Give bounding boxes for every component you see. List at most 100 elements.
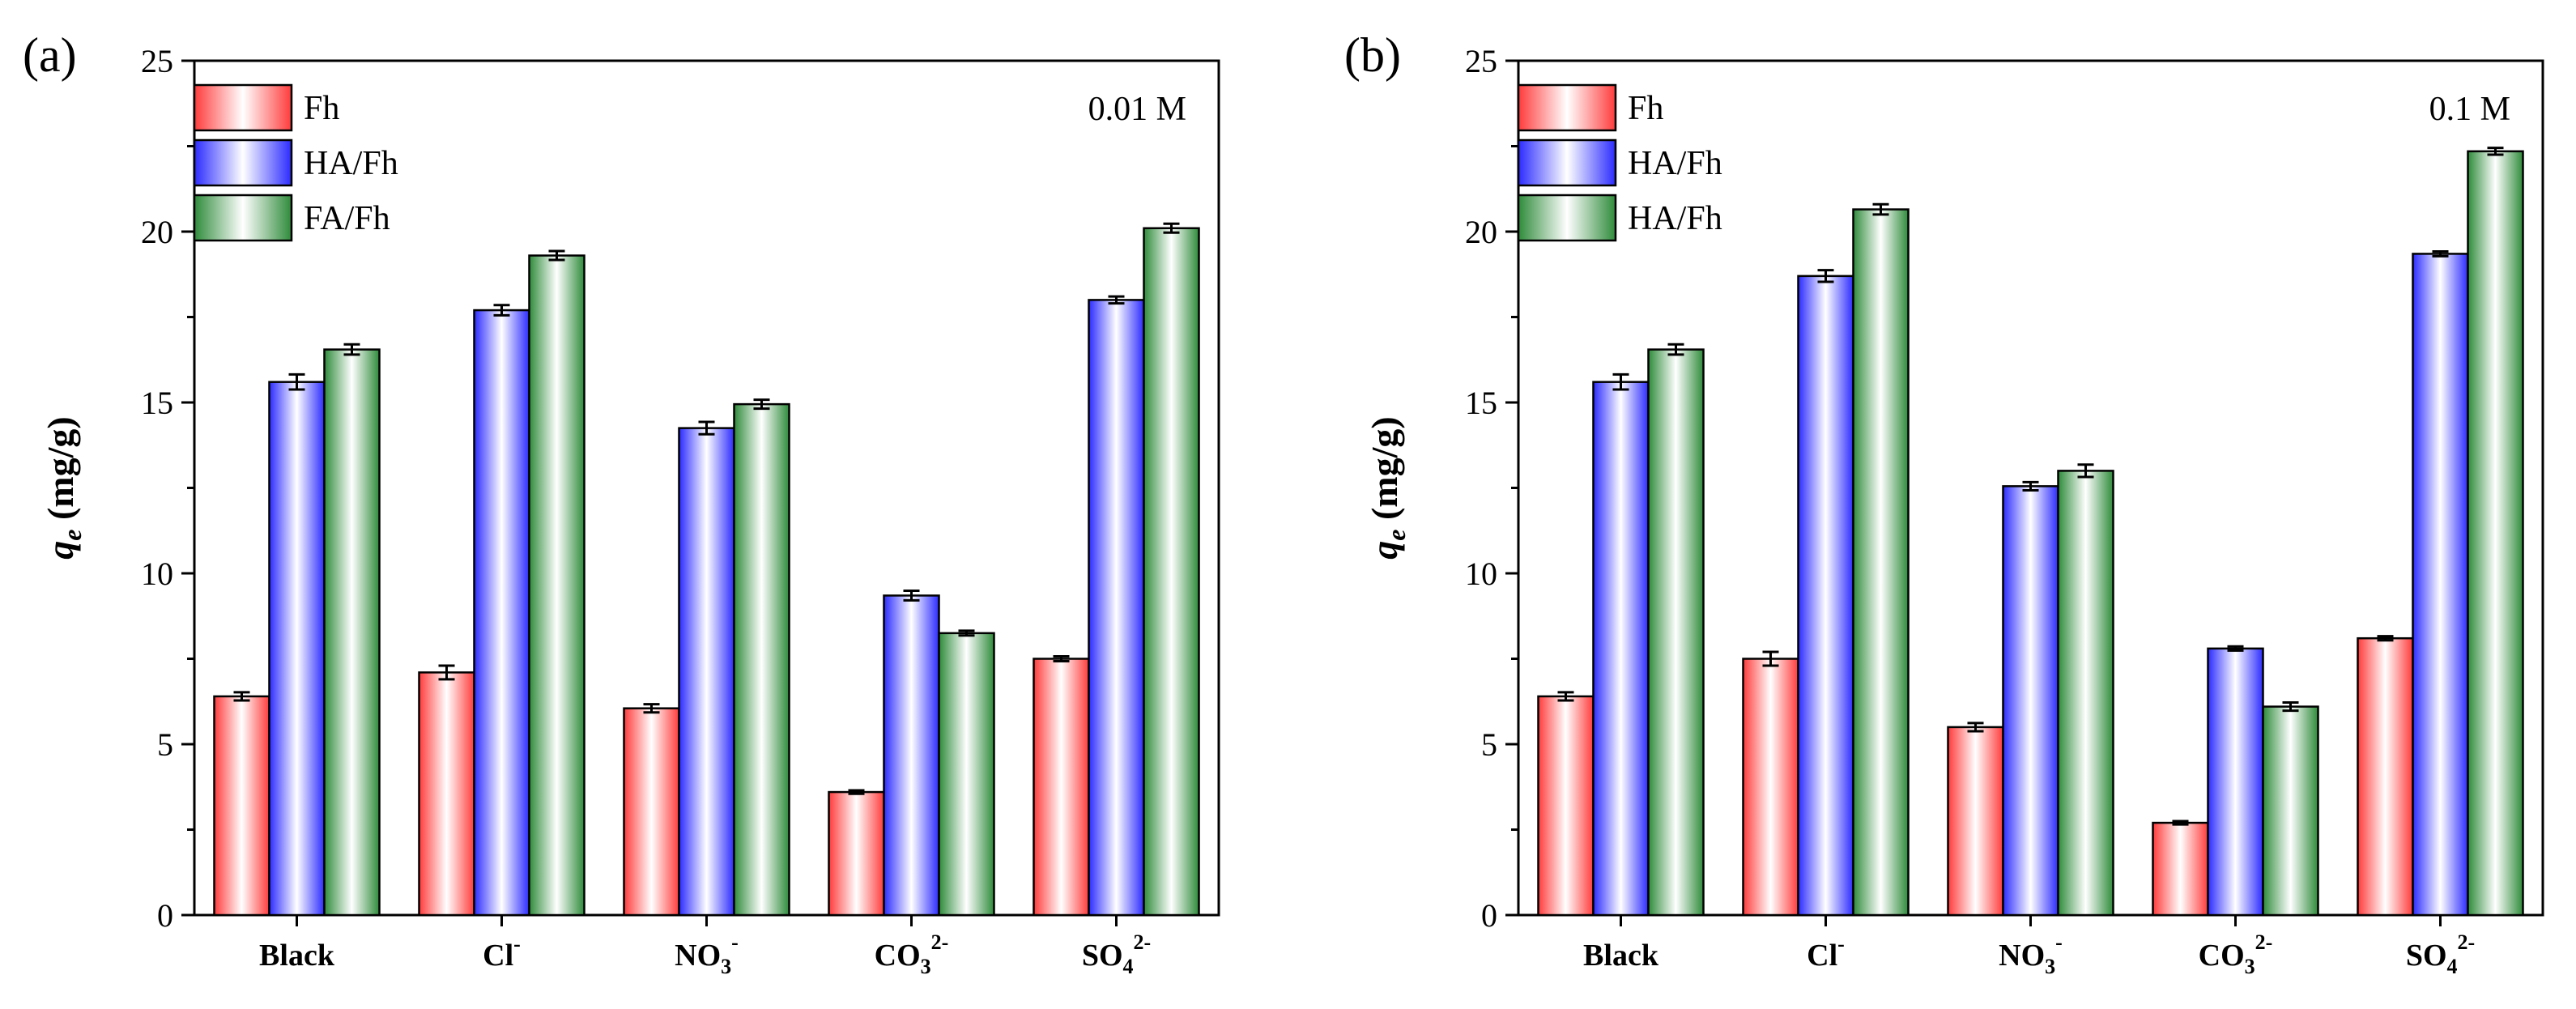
bar-fh-0 bbox=[213, 695, 270, 917]
legend-swatch bbox=[1517, 194, 1617, 242]
legend-label: Fh bbox=[304, 90, 339, 127]
panel-label: (a) bbox=[23, 28, 77, 82]
x-category-base: CO bbox=[2199, 939, 2245, 973]
legend-label: HA/Fh bbox=[304, 145, 398, 182]
y-tick-label: 20 bbox=[1465, 214, 1497, 250]
legend-swatch bbox=[193, 194, 293, 242]
x-category-label: Cl- bbox=[1807, 932, 1845, 973]
bar-fh-0 bbox=[1537, 695, 1595, 917]
y-axis-label-symbol: q bbox=[1364, 541, 1405, 560]
bar-fh-3 bbox=[2152, 821, 2209, 917]
bar-ha-fh-4 bbox=[1088, 299, 1145, 917]
y-tick-label: 5 bbox=[157, 726, 173, 763]
bar-ha-fh-4 bbox=[2412, 253, 2469, 917]
y-tick-label: 25 bbox=[141, 43, 173, 79]
bar-fh-2 bbox=[623, 707, 680, 917]
bar-ha-fh-2 bbox=[2057, 470, 2114, 917]
x-category-superscript: - bbox=[1837, 932, 1845, 956]
y-axis-label-subscript: e bbox=[1382, 530, 1411, 541]
x-category-label: CO32- bbox=[875, 930, 949, 978]
y-tick-label: 10 bbox=[1465, 556, 1497, 592]
bar-ha-fh-3 bbox=[883, 594, 940, 917]
x-category-label: SO42- bbox=[2406, 930, 2475, 978]
y-axis: 0 5 10 15 20 25 bbox=[141, 43, 194, 934]
x-category-superscript: 2- bbox=[931, 930, 949, 954]
bars bbox=[1537, 147, 2524, 917]
y-tick-label: 25 bbox=[1465, 43, 1497, 79]
x-category-base: Black bbox=[1583, 939, 1659, 973]
y-axis: 0 5 10 15 20 25 bbox=[1465, 43, 1518, 934]
x-category-base: Cl bbox=[1807, 939, 1837, 973]
x-category-label: NO3- bbox=[675, 930, 739, 978]
x-category-subscript: 4 bbox=[1123, 955, 1134, 978]
bar-ha-fh-0 bbox=[1592, 381, 1650, 917]
bar-fh-1 bbox=[1742, 658, 1799, 917]
bar-fh-1 bbox=[418, 671, 475, 917]
x-category-superscript: 2- bbox=[2458, 930, 2476, 954]
y-axis-label-symbol: q bbox=[40, 541, 81, 560]
bar-ha-fh-2 bbox=[678, 427, 735, 917]
concentration-annotation: 0.01 M bbox=[1088, 91, 1186, 128]
y-axis-label: qe (mg/g) bbox=[1364, 416, 1411, 559]
legend: Fh HA/Fh HA/Fh bbox=[1517, 83, 1722, 242]
x-category-label: Cl- bbox=[483, 932, 521, 973]
bar-ha-fh-3 bbox=[2207, 647, 2264, 917]
bar-fa-fh-2 bbox=[733, 402, 790, 917]
x-category-subscript: 4 bbox=[2447, 955, 2458, 978]
y-axis-label-unit: (mg/g) bbox=[40, 416, 81, 529]
bar-ha-fh-4 bbox=[2467, 150, 2524, 917]
y-tick-label: 0 bbox=[1481, 897, 1497, 934]
bar-fh-4 bbox=[1033, 658, 1090, 917]
legend-swatch bbox=[1517, 138, 1617, 187]
y-tick-label: 15 bbox=[141, 385, 173, 421]
legend-swatch bbox=[193, 138, 293, 187]
bars bbox=[213, 222, 1200, 917]
legend-label: Fh bbox=[1628, 90, 1663, 127]
legend-swatch bbox=[193, 83, 293, 132]
x-category-label: NO3- bbox=[1999, 930, 2063, 978]
y-tick-label: 10 bbox=[141, 556, 173, 592]
bar-ha-fh-1 bbox=[473, 309, 530, 917]
x-category-superscript: 2- bbox=[2255, 930, 2273, 954]
x-category-label: Black bbox=[259, 939, 335, 973]
panel-label: (b) bbox=[1344, 28, 1401, 82]
bar-ha-fh-3 bbox=[2262, 705, 2319, 917]
bar-fh-3 bbox=[828, 790, 885, 917]
y-tick-label: 15 bbox=[1465, 385, 1497, 421]
concentration-annotation: 0.1 M bbox=[2429, 91, 2510, 128]
legend: Fh HA/Fh FA/Fh bbox=[193, 83, 398, 242]
x-category-base: NO bbox=[1999, 939, 2045, 973]
x-category-subscript: 3 bbox=[721, 955, 731, 978]
x-category-subscript: 3 bbox=[921, 955, 931, 978]
bar-fa-fh-1 bbox=[528, 254, 585, 917]
bar-fa-fh-3 bbox=[938, 632, 995, 917]
bar-fh-2 bbox=[1947, 726, 2004, 917]
bar-fh-4 bbox=[2357, 636, 2414, 917]
x-category-superscript: - bbox=[2055, 930, 2063, 954]
x-category-base: SO bbox=[1082, 939, 1123, 973]
legend-label: HA/Fh bbox=[1628, 200, 1722, 237]
y-axis-label-unit: (mg/g) bbox=[1364, 416, 1405, 529]
legend-label: HA/Fh bbox=[1628, 145, 1722, 182]
x-category-label: SO42- bbox=[1082, 930, 1151, 978]
x-category-superscript: - bbox=[513, 932, 521, 956]
x-category-superscript: 2- bbox=[1134, 930, 1152, 954]
x-category-base: Black bbox=[259, 939, 335, 973]
bar-ha-fh-2 bbox=[2002, 485, 2059, 917]
bar-fa-fh-0 bbox=[323, 348, 381, 917]
x-category-superscript: - bbox=[731, 930, 739, 954]
bar-ha-fh-0 bbox=[268, 381, 326, 917]
x-category-subscript: 3 bbox=[2245, 955, 2255, 978]
x-category-subscript: 3 bbox=[2045, 955, 2055, 978]
x-category-base: Cl bbox=[483, 939, 513, 973]
legend-label: FA/Fh bbox=[304, 200, 390, 237]
x-category-base: CO bbox=[875, 939, 921, 973]
y-tick-label: 0 bbox=[157, 897, 173, 934]
x-category-base: SO bbox=[2406, 939, 2447, 973]
y-axis-label-subscript: e bbox=[57, 530, 87, 541]
legend-swatch bbox=[1517, 83, 1617, 132]
x-category-label: Black bbox=[1583, 939, 1659, 973]
